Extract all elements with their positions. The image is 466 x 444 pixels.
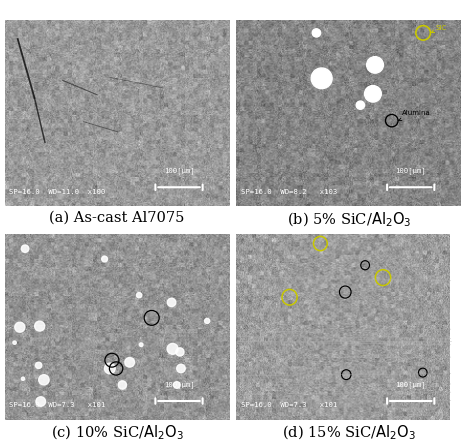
Text: 100[μm]: 100[μm] [164, 167, 194, 174]
Text: SP=16.0  WD=8.2   x103: SP=16.0 WD=8.2 x103 [241, 189, 337, 194]
Circle shape [205, 318, 210, 324]
Circle shape [139, 343, 143, 346]
Text: SP=16.0  WD=7.3   x101: SP=16.0 WD=7.3 x101 [9, 402, 105, 408]
Circle shape [36, 397, 46, 406]
Circle shape [367, 57, 384, 73]
Circle shape [173, 382, 180, 388]
Text: 100[μm]: 100[μm] [164, 381, 194, 388]
Circle shape [312, 29, 321, 37]
Text: 100[μm]: 100[μm] [396, 167, 426, 174]
Circle shape [176, 348, 184, 356]
Text: 100[μm]: 100[μm] [396, 381, 426, 388]
Circle shape [177, 364, 185, 373]
Circle shape [13, 341, 16, 345]
Text: (b) 5% SiC/$\mathrm{Al_2O_3}$: (b) 5% SiC/$\mathrm{Al_2O_3}$ [287, 210, 411, 229]
Circle shape [21, 245, 29, 252]
Text: SP=16.0  WD=11.0  x100: SP=16.0 WD=11.0 x100 [9, 189, 105, 194]
Circle shape [39, 375, 49, 385]
Text: (a) As-cast Al7075: (a) As-cast Al7075 [49, 210, 185, 224]
Text: (c) 10% SiC/$\mathrm{Al_2O_3}$: (c) 10% SiC/$\mathrm{Al_2O_3}$ [51, 424, 184, 442]
Circle shape [364, 86, 381, 102]
Circle shape [311, 68, 332, 89]
Circle shape [34, 321, 45, 331]
Circle shape [21, 377, 25, 381]
Circle shape [167, 343, 178, 354]
Circle shape [118, 381, 127, 389]
Circle shape [35, 362, 42, 369]
Circle shape [102, 256, 108, 262]
Text: SiC: SiC [432, 25, 447, 32]
Circle shape [356, 101, 364, 109]
Text: (d) 15% SiC/$\mathrm{Al_2O_3}$: (d) 15% SiC/$\mathrm{Al_2O_3}$ [282, 424, 416, 442]
Circle shape [15, 322, 25, 332]
Circle shape [137, 293, 142, 298]
Circle shape [167, 298, 176, 307]
Text: SP=16.0  WD=7.3   x101: SP=16.0 WD=7.3 x101 [241, 402, 337, 408]
Circle shape [104, 363, 115, 374]
Circle shape [125, 357, 135, 367]
Text: Alumina: Alumina [399, 111, 431, 121]
